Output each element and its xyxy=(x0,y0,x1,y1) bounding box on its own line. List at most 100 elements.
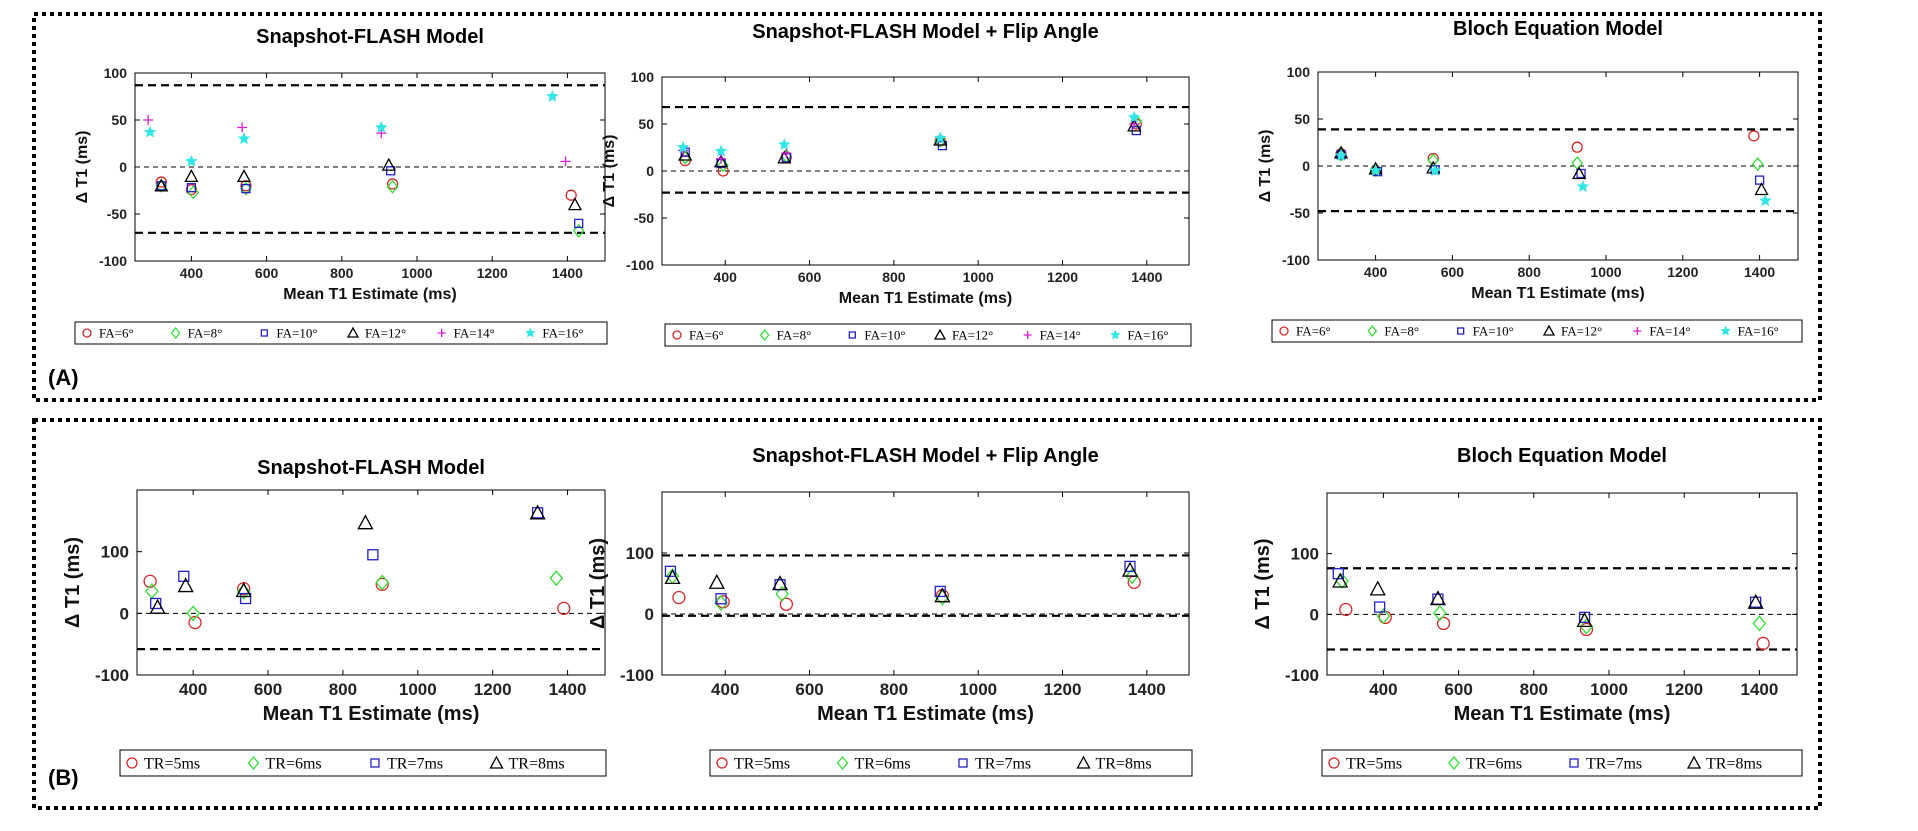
data-point xyxy=(235,582,252,598)
data-point xyxy=(1752,615,1767,632)
data-point xyxy=(713,154,729,168)
data-point xyxy=(240,181,252,196)
legend-marker xyxy=(170,326,181,340)
series-triangle xyxy=(149,504,546,614)
data-point xyxy=(1576,168,1586,179)
data-point xyxy=(241,183,251,194)
series-circle xyxy=(143,574,571,630)
data-point xyxy=(714,595,728,612)
y-tick-label: 50 xyxy=(111,112,127,128)
chart-title: Snapshot-FLASH Model + Flip Angle xyxy=(752,445,1098,467)
data-point xyxy=(237,132,251,145)
legend-box xyxy=(664,323,1192,347)
y-tick-label: 100 xyxy=(1287,64,1311,80)
data-point xyxy=(374,120,388,133)
x-tick-label: 600 xyxy=(254,680,282,699)
data-point xyxy=(178,570,190,582)
series-square xyxy=(680,125,1141,169)
legend-label: FA=10° xyxy=(864,328,905,343)
data-point xyxy=(381,157,396,171)
data-point xyxy=(367,549,379,561)
y-axis-label: Δ T1 (ms) xyxy=(74,131,91,204)
x-tick-label: 800 xyxy=(329,680,357,699)
legend-label: TR=8ms xyxy=(1706,756,1762,773)
chart-title: Snapshot-FLASH Model xyxy=(257,457,485,479)
y-tick-label: -100 xyxy=(1285,666,1319,685)
legend-label: TR=6ms xyxy=(266,756,322,773)
data-point xyxy=(529,504,546,520)
legend: TR=5ms TR=6ms TR=7ms TR=8ms xyxy=(119,749,607,777)
data-point xyxy=(934,585,946,598)
series-circle xyxy=(672,575,1141,611)
series-circle xyxy=(1335,130,1760,177)
x-tick-label: 1200 xyxy=(474,680,512,699)
data-point xyxy=(664,569,681,585)
panel-a-border xyxy=(32,12,1822,402)
data-point xyxy=(715,593,727,605)
y-tick-label: 100 xyxy=(626,544,654,563)
data-point xyxy=(1339,602,1353,617)
data-point xyxy=(184,169,199,183)
legend-label: FA=6° xyxy=(689,328,724,343)
y-tick-label: -100 xyxy=(626,257,654,273)
series-square xyxy=(156,166,584,229)
legend-marker xyxy=(1542,324,1556,336)
legend-label: TR=7ms xyxy=(1586,756,1642,773)
legend-label: FA=8° xyxy=(188,326,223,341)
data-point xyxy=(708,573,725,589)
legend-marker xyxy=(1686,755,1702,769)
y-tick-label: -50 xyxy=(107,206,127,222)
x-tick-label: 1000 xyxy=(1590,680,1628,699)
data-point xyxy=(1754,175,1765,185)
legend: TR=5ms TR=6ms TR=7ms TR=8ms xyxy=(709,749,1193,777)
y-tick-label: -100 xyxy=(95,666,129,685)
legend-label: TR=7ms xyxy=(975,756,1031,773)
legend-label: FA=16° xyxy=(1127,328,1168,343)
data-point xyxy=(1127,110,1141,123)
data-point xyxy=(155,176,167,188)
data-point xyxy=(933,131,947,144)
legend-label: TR=8ms xyxy=(509,756,565,773)
x-tick-label: 800 xyxy=(882,269,906,285)
data-point xyxy=(236,583,251,600)
legend-marker xyxy=(1633,327,1642,335)
x-tick-label: 800 xyxy=(330,265,354,281)
data-point xyxy=(777,138,791,151)
legend-label: FA=8° xyxy=(777,328,812,343)
series-circle xyxy=(679,118,1142,177)
data-point xyxy=(574,218,584,229)
data-point xyxy=(714,144,728,157)
legend-marker xyxy=(1367,324,1378,338)
legend-label: FA=6° xyxy=(1296,324,1331,339)
chart-2: Snapshot-FLASH Model + Flip Angle 400 600 8… xyxy=(601,21,1192,347)
series-diamond xyxy=(1335,147,1764,177)
legend-label: TR=7ms xyxy=(387,756,443,773)
data-point xyxy=(236,169,252,183)
data-point xyxy=(1748,130,1760,142)
legend-box xyxy=(119,749,607,777)
legend: FA=6° FA=8° FA=10° FA=12° FA=14° FA=16° xyxy=(664,323,1192,347)
legend-marker xyxy=(1328,757,1340,769)
x-axis-label: Mean T1 Estimate (ms) xyxy=(1471,285,1644,302)
y-tick-label: 0 xyxy=(646,163,654,179)
y-axis-label: Δ T1 (ms) xyxy=(587,538,609,629)
y-axis-label: Δ T1 (ms) xyxy=(62,537,84,628)
legend-label: FA=10° xyxy=(276,326,317,341)
data-point xyxy=(676,140,690,153)
legend-marker xyxy=(126,757,138,769)
series-square xyxy=(1336,150,1765,185)
panel-label-a: (A) xyxy=(48,365,79,390)
data-point xyxy=(933,132,948,146)
y-tick-label: -100 xyxy=(620,666,654,685)
y-tick-label: 50 xyxy=(1294,111,1310,127)
x-tick-label: 1200 xyxy=(1665,680,1703,699)
data-point xyxy=(1751,157,1764,172)
x-tick-label: 600 xyxy=(255,265,279,281)
data-point xyxy=(1376,608,1391,625)
legend-marker xyxy=(672,330,682,340)
data-point xyxy=(664,565,677,577)
legend-label: FA=14° xyxy=(1040,328,1081,343)
x-tick-label: 1400 xyxy=(1744,264,1775,280)
